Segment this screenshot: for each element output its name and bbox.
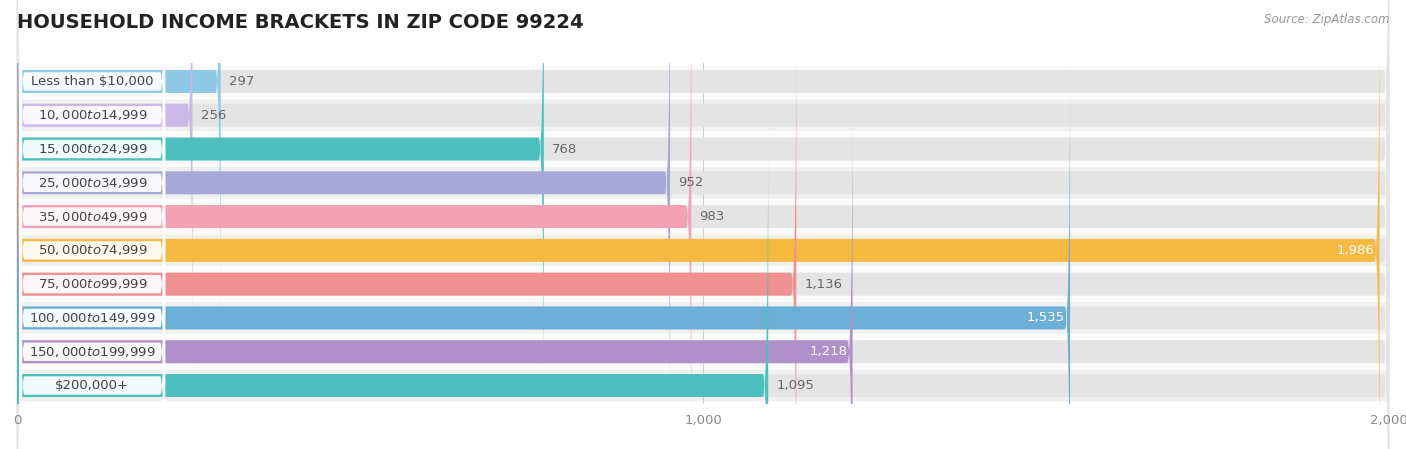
Text: Less than $10,000: Less than $10,000	[31, 75, 153, 88]
FancyBboxPatch shape	[20, 57, 165, 449]
Text: HOUSEHOLD INCOME BRACKETS IN ZIP CODE 99224: HOUSEHOLD INCOME BRACKETS IN ZIP CODE 99…	[17, 13, 583, 32]
FancyBboxPatch shape	[20, 91, 165, 449]
Text: $200,000+: $200,000+	[55, 379, 129, 392]
FancyBboxPatch shape	[20, 0, 165, 410]
FancyBboxPatch shape	[17, 0, 221, 340]
FancyBboxPatch shape	[17, 59, 1070, 449]
FancyBboxPatch shape	[17, 93, 1389, 449]
Text: $150,000 to $199,999: $150,000 to $199,999	[30, 345, 156, 359]
FancyBboxPatch shape	[17, 0, 544, 408]
FancyBboxPatch shape	[20, 124, 165, 449]
FancyBboxPatch shape	[20, 0, 165, 376]
FancyBboxPatch shape	[17, 0, 1389, 449]
FancyBboxPatch shape	[17, 127, 768, 449]
FancyBboxPatch shape	[17, 25, 796, 449]
Text: $25,000 to $34,999: $25,000 to $34,999	[38, 176, 148, 190]
Text: 1,218: 1,218	[808, 345, 846, 358]
FancyBboxPatch shape	[17, 0, 1389, 340]
FancyBboxPatch shape	[17, 0, 1389, 442]
FancyBboxPatch shape	[17, 302, 1389, 334]
FancyBboxPatch shape	[17, 0, 671, 442]
FancyBboxPatch shape	[17, 0, 1389, 408]
FancyBboxPatch shape	[17, 201, 1389, 233]
Text: $100,000 to $149,999: $100,000 to $149,999	[30, 311, 156, 325]
Text: Source: ZipAtlas.com: Source: ZipAtlas.com	[1264, 13, 1389, 26]
FancyBboxPatch shape	[17, 0, 193, 374]
Text: $15,000 to $24,999: $15,000 to $24,999	[38, 142, 148, 156]
Text: 1,535: 1,535	[1026, 312, 1064, 325]
FancyBboxPatch shape	[20, 23, 165, 449]
FancyBboxPatch shape	[17, 127, 1389, 449]
FancyBboxPatch shape	[17, 336, 1389, 368]
FancyBboxPatch shape	[17, 0, 1389, 374]
Text: 297: 297	[229, 75, 254, 88]
FancyBboxPatch shape	[17, 66, 1389, 97]
FancyBboxPatch shape	[20, 158, 165, 449]
Text: $75,000 to $99,999: $75,000 to $99,999	[38, 277, 148, 291]
Text: 1,095: 1,095	[776, 379, 814, 392]
Text: $10,000 to $14,999: $10,000 to $14,999	[38, 108, 148, 122]
Text: 1,986: 1,986	[1336, 244, 1374, 257]
FancyBboxPatch shape	[17, 370, 1389, 401]
Text: 1,136: 1,136	[804, 277, 842, 291]
Text: 983: 983	[700, 210, 725, 223]
Text: $35,000 to $49,999: $35,000 to $49,999	[38, 210, 148, 224]
FancyBboxPatch shape	[17, 133, 1389, 165]
FancyBboxPatch shape	[17, 0, 1389, 449]
FancyBboxPatch shape	[17, 0, 1379, 449]
FancyBboxPatch shape	[17, 234, 1389, 266]
FancyBboxPatch shape	[17, 167, 1389, 198]
Text: $50,000 to $74,999: $50,000 to $74,999	[38, 243, 148, 257]
Text: 768: 768	[553, 142, 578, 155]
Text: 952: 952	[678, 176, 703, 189]
FancyBboxPatch shape	[17, 0, 692, 449]
FancyBboxPatch shape	[17, 269, 1389, 300]
FancyBboxPatch shape	[17, 99, 1389, 131]
FancyBboxPatch shape	[20, 0, 165, 309]
FancyBboxPatch shape	[20, 0, 165, 343]
FancyBboxPatch shape	[17, 59, 1389, 449]
FancyBboxPatch shape	[20, 0, 165, 444]
FancyBboxPatch shape	[17, 93, 852, 449]
FancyBboxPatch shape	[17, 25, 1389, 449]
Text: 256: 256	[201, 109, 226, 122]
